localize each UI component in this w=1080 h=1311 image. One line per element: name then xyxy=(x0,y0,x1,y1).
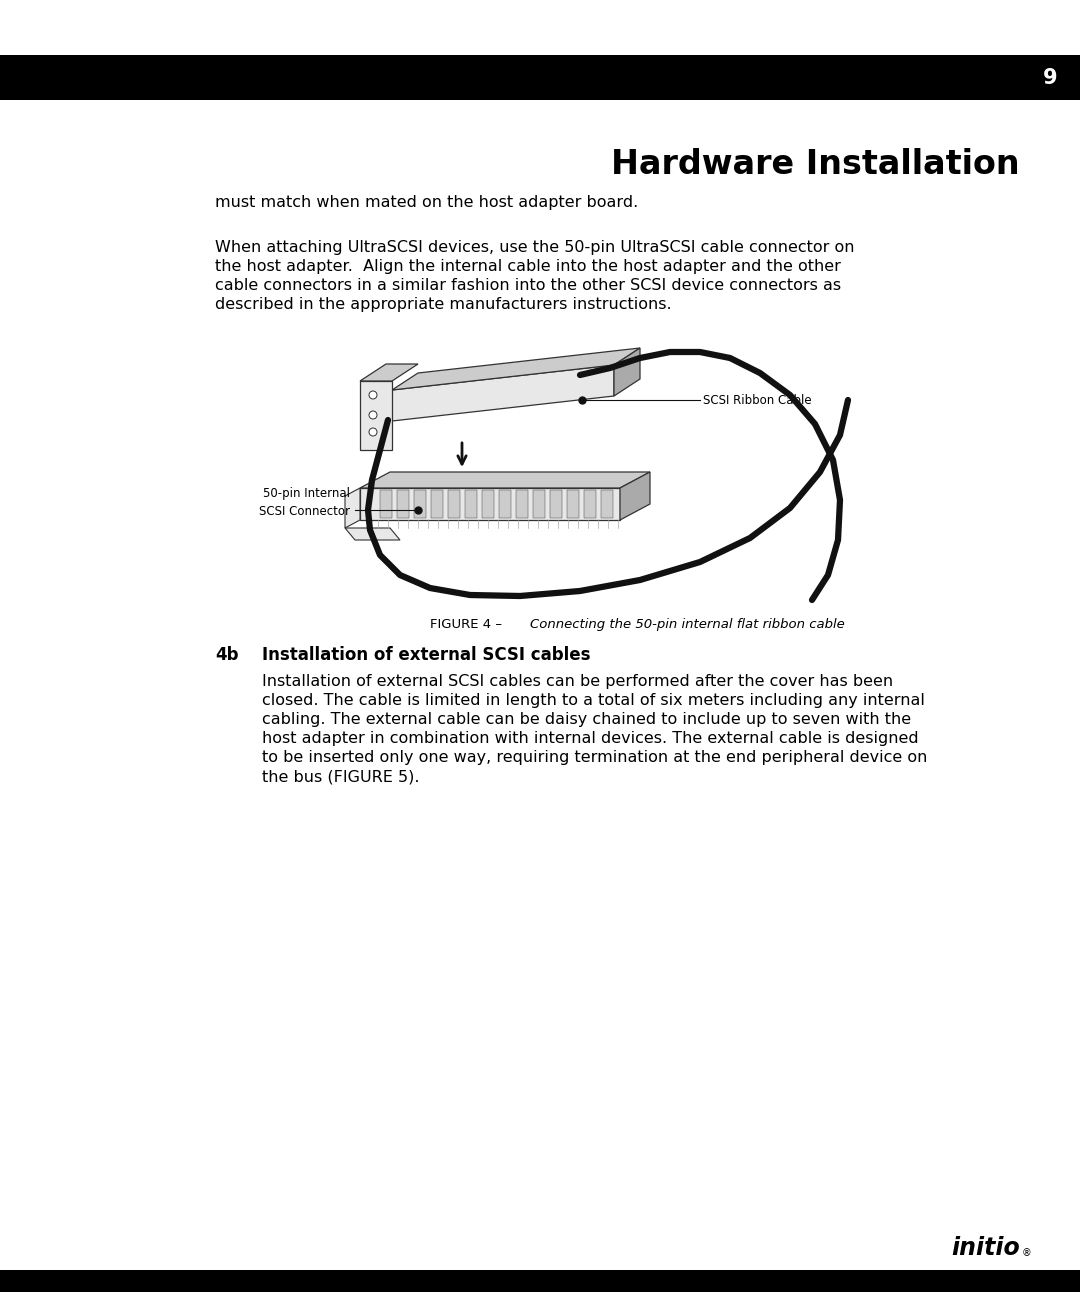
Text: Installation of external SCSI cables can be performed after the cover has been: Installation of external SCSI cables can… xyxy=(262,674,893,690)
Polygon shape xyxy=(345,488,360,528)
Text: initio: initio xyxy=(951,1236,1020,1260)
Polygon shape xyxy=(360,382,392,450)
Text: cable connectors in a similar fashion into the other SCSI device connectors as: cable connectors in a similar fashion in… xyxy=(215,278,841,292)
Bar xyxy=(550,490,562,518)
Bar xyxy=(465,490,477,518)
Bar xyxy=(380,490,392,518)
Text: described in the appropriate manufacturers instructions.: described in the appropriate manufacture… xyxy=(215,298,672,312)
Text: Installation of external SCSI cables: Installation of external SCSI cables xyxy=(262,646,591,663)
Polygon shape xyxy=(360,472,650,488)
Polygon shape xyxy=(392,347,640,389)
Bar xyxy=(499,490,511,518)
Bar xyxy=(448,490,460,518)
Text: the host adapter.  Align the internal cable into the host adapter and the other: the host adapter. Align the internal cab… xyxy=(215,260,841,274)
Bar xyxy=(0,1270,1080,1293)
Polygon shape xyxy=(360,488,620,520)
Text: host adapter in combination with internal devices. The external cable is designe: host adapter in combination with interna… xyxy=(262,732,919,746)
Text: to be inserted only one way, requiring termination at the end peripheral device : to be inserted only one way, requiring t… xyxy=(262,750,928,766)
Polygon shape xyxy=(620,472,650,520)
Text: SCSI Ribbon Cable: SCSI Ribbon Cable xyxy=(703,393,812,406)
Text: 50-pin Internal: 50-pin Internal xyxy=(264,486,350,499)
Circle shape xyxy=(369,427,377,437)
Text: closed. The cable is limited in length to a total of six meters including any in: closed. The cable is limited in length t… xyxy=(262,694,924,708)
Polygon shape xyxy=(392,364,615,421)
Text: cabling. The external cable can be daisy chained to include up to seven with the: cabling. The external cable can be daisy… xyxy=(262,712,912,728)
Polygon shape xyxy=(360,364,418,382)
Text: Hardware Installation: Hardware Installation xyxy=(611,148,1020,181)
Bar xyxy=(482,490,494,518)
Bar xyxy=(431,490,443,518)
Text: the bus (FIGURE 5).: the bus (FIGURE 5). xyxy=(262,770,419,784)
Bar xyxy=(600,490,613,518)
Bar xyxy=(397,490,409,518)
Text: must match when mated on the host adapter board.: must match when mated on the host adapte… xyxy=(215,195,638,210)
Bar xyxy=(516,490,528,518)
Text: 4b: 4b xyxy=(215,646,239,663)
Circle shape xyxy=(369,391,377,399)
Circle shape xyxy=(369,412,377,420)
Text: 9: 9 xyxy=(1043,67,1058,88)
Bar xyxy=(534,490,545,518)
Text: ®: ® xyxy=(1022,1248,1031,1259)
Bar xyxy=(414,490,426,518)
Bar xyxy=(584,490,596,518)
Text: SCSI Connector: SCSI Connector xyxy=(259,505,350,518)
Text: FIGURE 4 –: FIGURE 4 – xyxy=(430,617,507,631)
Bar xyxy=(0,55,1080,100)
Bar xyxy=(567,490,579,518)
Text: When attaching UltraSCSI devices, use the 50-pin UltraSCSI cable connector on: When attaching UltraSCSI devices, use th… xyxy=(215,240,854,256)
Polygon shape xyxy=(345,528,400,540)
Polygon shape xyxy=(615,347,640,396)
Text: Connecting the 50-pin internal flat ribbon cable: Connecting the 50-pin internal flat ribb… xyxy=(530,617,845,631)
